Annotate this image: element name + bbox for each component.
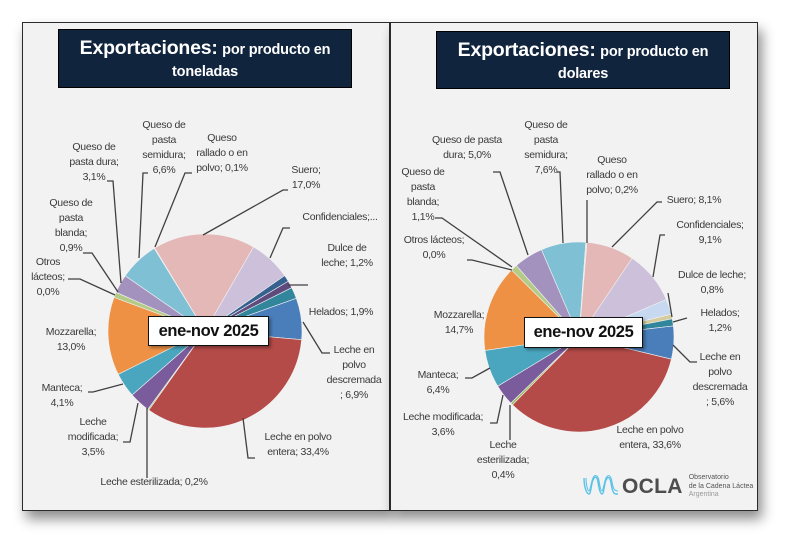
leader-line-leche-modificada [490,394,504,424]
period-label-dolares: ene-nov 2025 [524,317,643,348]
title-line-1: Exportaciones: por producto en [59,35,351,62]
logo-wordmark: OCLA [622,475,683,498]
leader-line-confidenciales [269,227,290,259]
leader-line-queso-de-pasta-blanda [435,217,513,268]
title-line-2: dolares [557,66,609,82]
logo-line-2: de la Cadena Láctea [688,482,754,490]
leader-line-queso-de-pasta-blanda [83,252,119,293]
title-lead: Exportaciones: [457,39,596,61]
leader-line-suero [202,189,288,236]
leader-line-leche-en-polvo-descremada [302,321,330,354]
leader-line-leche-en-polvo-entera [242,417,255,459]
leader-line-queso-de-pasta-semidura [138,172,148,259]
leader-line-otros-lacteos [68,278,116,296]
chart-title-dolares: Exportaciones: por producto en dolares [436,31,730,89]
leader-line-manteca [88,383,124,393]
leader-line-leche-modificada [123,402,139,443]
leader-line-queso-de-pasta-semidura [557,171,564,244]
leader-line-queso-rallado-o-en-polvo [154,172,192,248]
logo-subtitle: Observatorio de la Cadena Láctea Argenti… [689,474,754,500]
title-line-2: toneladas [172,64,238,80]
logo-line-3: Argentina [688,491,719,499]
leader-line-leche-en-polvo-descremada [672,344,697,363]
leader-line-confidenciales [652,234,665,278]
leader-line-otros-lacteos [467,259,513,271]
title-line-1: Exportaciones: por producto en [437,37,729,64]
title-lead: Exportaciones: [79,37,218,59]
ocla-logo: OCLA Observatorio de la Cadena Láctea Ar… [583,472,753,502]
pie-slice-leche-en-polvo-entera [512,336,672,433]
leader-line-queso-de-pasta-dura [107,180,122,284]
leader-line-helados [672,317,688,323]
pie-slice-leche-en-polvo-entera [148,330,302,429]
title-rest: por producto en [600,44,709,60]
period-label-toneladas: ene-nov 2025 [148,316,269,346]
milk-wave-icon [583,474,619,501]
leader-line-queso-de-pasta-dura [493,171,529,256]
logo-line-1: Observatorio [688,474,729,482]
leader-line-dulce-de-leche [667,292,673,318]
leader-line-manteca [465,367,491,379]
leader-line-suero [611,201,662,248]
chart-title-toneladas: Exportaciones: por producto en toneladas [58,29,352,88]
title-rest: por producto en [222,42,331,58]
